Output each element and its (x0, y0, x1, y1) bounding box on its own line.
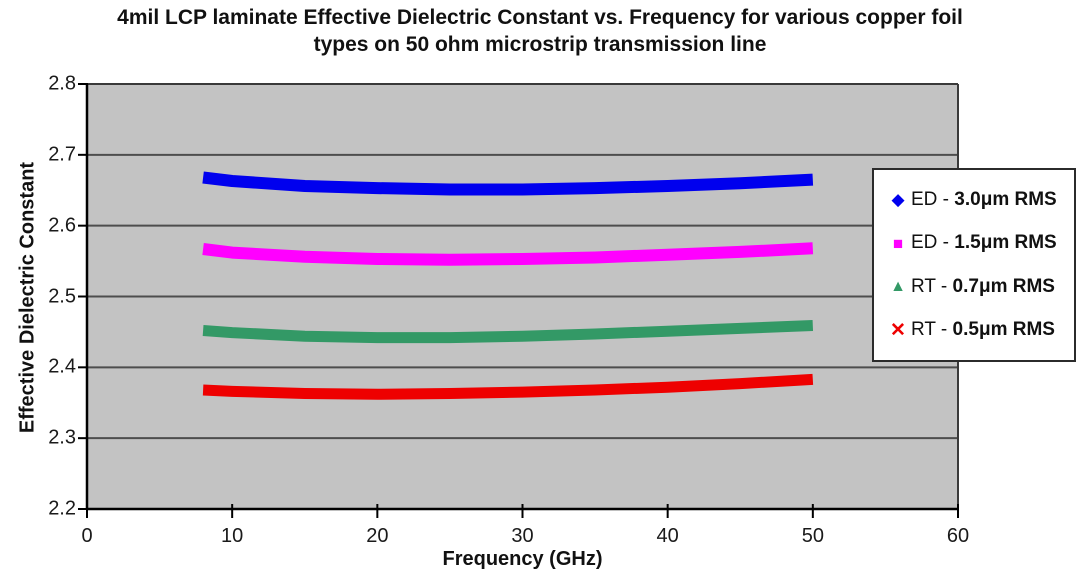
y-tick-label: 2.4 (48, 355, 76, 378)
x-tick-label: 30 (511, 525, 534, 547)
y-tick-label: 2.2 (48, 497, 76, 520)
legend-item: ✕ RT - 0.5μm RMS (887, 319, 1074, 341)
x-tick-label: 50 (801, 525, 824, 547)
square-marker-icon: ■ (892, 233, 904, 253)
chart-title-line1: 4mil LCP laminate Effective Dielectric C… (117, 6, 963, 29)
x-tick-label: 40 (656, 525, 679, 547)
x-tick-label: 60 (946, 525, 970, 547)
series-line-square (202, 242, 814, 266)
y-tick-label: 2.7 (48, 143, 76, 166)
legend-label: ED - 1.5μm RMS (911, 232, 1057, 254)
series-line-triangle (202, 320, 814, 344)
x-axis-title: Frequency (GHz) (442, 548, 603, 570)
legend-item: ▲ RT - 0.7μm RMS (887, 276, 1074, 298)
x-tick-label: 10 (221, 525, 244, 547)
legend-label: RT - 0.7μm RMS (911, 275, 1055, 297)
y-tick-label: 2.6 (48, 214, 76, 237)
x-tick-label: 0 (81, 525, 93, 547)
series-line-x (202, 373, 814, 400)
y-tick-label: 2.8 (48, 72, 76, 95)
diamond-marker-icon: ◆ (891, 190, 905, 210)
legend-item: ◆ ED - 3.0μm RMS (887, 189, 1074, 211)
chart-title-line2: types on 50 ohm microstrip transmission … (313, 33, 767, 56)
x-tick-label: 20 (366, 525, 389, 547)
y-tick-label: 2.3 (48, 426, 76, 449)
series-line-diamond (202, 171, 814, 196)
y-axis-title: Effective Dielectric Constant (16, 161, 39, 434)
triangle-marker-icon: ▲ (890, 277, 906, 295)
y-tick-label: 2.5 (48, 285, 76, 307)
x-marker-icon: ✕ (890, 319, 906, 341)
legend-box: ◆ ED - 3.0μm RMS ■ ED - 1.5μm RMS ▲ RT - 0.7μ… (872, 168, 1076, 362)
legend-item: ■ ED - 1.5μm RMS (887, 232, 1074, 254)
legend-label: RT - 0.5μm RMS (911, 319, 1055, 341)
legend-label: ED - 3.0μm RMS (911, 188, 1057, 210)
chart-title: 4mil LCP laminate Effective Dielectric C… (0, 4, 1080, 58)
